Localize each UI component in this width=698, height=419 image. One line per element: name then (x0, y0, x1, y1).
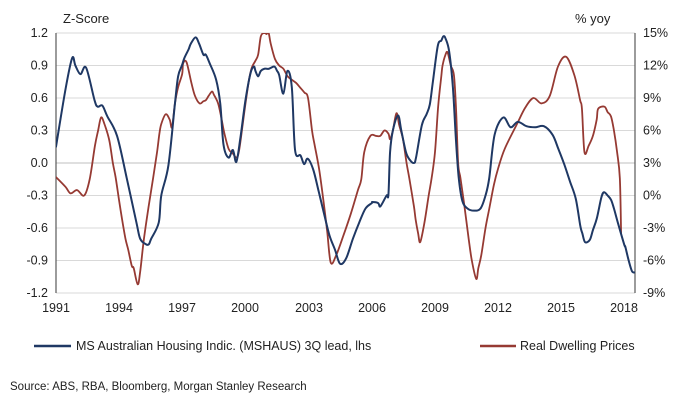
svg-text:3%: 3% (643, 156, 661, 170)
svg-text:-0.9: -0.9 (26, 254, 48, 268)
svg-text:6%: 6% (643, 124, 661, 138)
svg-text:12%: 12% (643, 59, 668, 73)
svg-text:2018: 2018 (610, 301, 638, 315)
svg-text:1994: 1994 (105, 301, 133, 315)
svg-text:2006: 2006 (358, 301, 386, 315)
svg-text:2012: 2012 (484, 301, 512, 315)
svg-text:MS Australian Housing Indic. (: MS Australian Housing Indic. (MSHAUS) 3Q… (76, 339, 371, 353)
svg-text:Real Dwelling Prices: Real Dwelling Prices (520, 339, 635, 353)
svg-text:Z-Score: Z-Score (63, 11, 109, 26)
svg-text:0.0: 0.0 (31, 156, 48, 170)
svg-text:-6%: -6% (643, 254, 665, 268)
svg-text:-1.2: -1.2 (26, 286, 48, 300)
svg-text:2003: 2003 (295, 301, 323, 315)
svg-text:9%: 9% (643, 91, 661, 105)
svg-text:2015: 2015 (547, 301, 575, 315)
svg-text:0.3: 0.3 (31, 124, 48, 138)
svg-text:Source: ABS, RBA, Bloomberg, M: Source: ABS, RBA, Bloomberg, Morgan Stan… (10, 381, 307, 393)
svg-text:0%: 0% (643, 189, 661, 203)
svg-text:1991: 1991 (42, 301, 70, 315)
svg-text:-0.3: -0.3 (26, 189, 48, 203)
svg-text:0.6: 0.6 (31, 91, 48, 105)
svg-text:2009: 2009 (421, 301, 449, 315)
svg-text:% yoy: % yoy (575, 11, 611, 26)
svg-text:1997: 1997 (168, 301, 196, 315)
svg-text:-0.6: -0.6 (26, 221, 48, 235)
svg-text:0.9: 0.9 (31, 59, 48, 73)
svg-text:-3%: -3% (643, 221, 665, 235)
svg-text:-9%: -9% (643, 286, 665, 300)
svg-text:15%: 15% (643, 26, 668, 40)
svg-text:1.2: 1.2 (31, 26, 48, 40)
svg-text:2000: 2000 (231, 301, 259, 315)
